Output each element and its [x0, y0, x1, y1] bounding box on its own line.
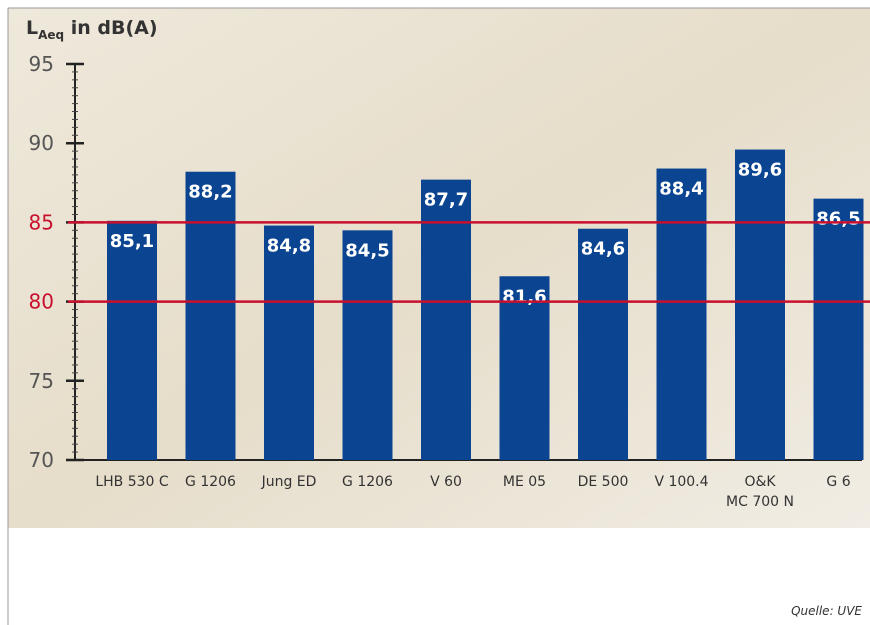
x-tick-label: V 60	[406, 472, 486, 492]
x-tick-label: G 6	[799, 472, 870, 492]
y-tick-label: 95	[29, 52, 54, 76]
chart: LAeq in dB(A) 70 75 80 85 90 95 85,1 88,2 84,8 84…	[0, 0, 870, 625]
value-label: 84,8	[267, 236, 311, 257]
bar	[343, 230, 393, 460]
x-tick-label: DE 500	[563, 472, 643, 492]
value-label: 84,5	[345, 240, 389, 261]
x-tick-label: G 1206	[171, 472, 251, 492]
bar	[264, 226, 314, 460]
bar	[814, 199, 864, 460]
value-label: 84,6	[581, 239, 625, 260]
x-tick-label: V 100.4	[642, 472, 722, 492]
x-tick-label: O&K MC 700 N	[720, 472, 800, 512]
bar	[186, 172, 236, 460]
y-tick-label: 70	[29, 448, 54, 472]
x-tick-label: ME 05	[485, 472, 565, 492]
value-label: 88,4	[659, 179, 703, 200]
bar	[107, 221, 157, 460]
y-label-main: L	[26, 17, 38, 39]
y-tick-label: 80	[29, 290, 54, 314]
value-label: 87,7	[424, 190, 468, 211]
y-label-sub: Aeq	[38, 28, 64, 42]
value-label: 88,2	[188, 182, 232, 203]
value-label: 86,5	[816, 209, 860, 230]
x-tick-label: G 1206	[328, 472, 408, 492]
bar	[578, 229, 628, 460]
y-tick-label: 75	[29, 369, 54, 393]
x-tick-label: Jung ED	[249, 472, 329, 492]
bar	[657, 169, 707, 460]
y-tick-label: 85	[29, 210, 54, 234]
page: {"chart_data": {"type": "bar", "ylabel":…	[0, 0, 870, 625]
value-label: 89,6	[738, 160, 782, 181]
value-label: 85,1	[110, 231, 154, 252]
bar	[735, 150, 785, 460]
y-label-rest: in dB(A)	[64, 17, 157, 39]
x-tick-label: LHB 530 C	[92, 472, 172, 492]
source: Quelle: UVE	[791, 604, 862, 618]
y-tick-label: 90	[29, 131, 54, 155]
value-label: 81,6	[502, 286, 546, 307]
